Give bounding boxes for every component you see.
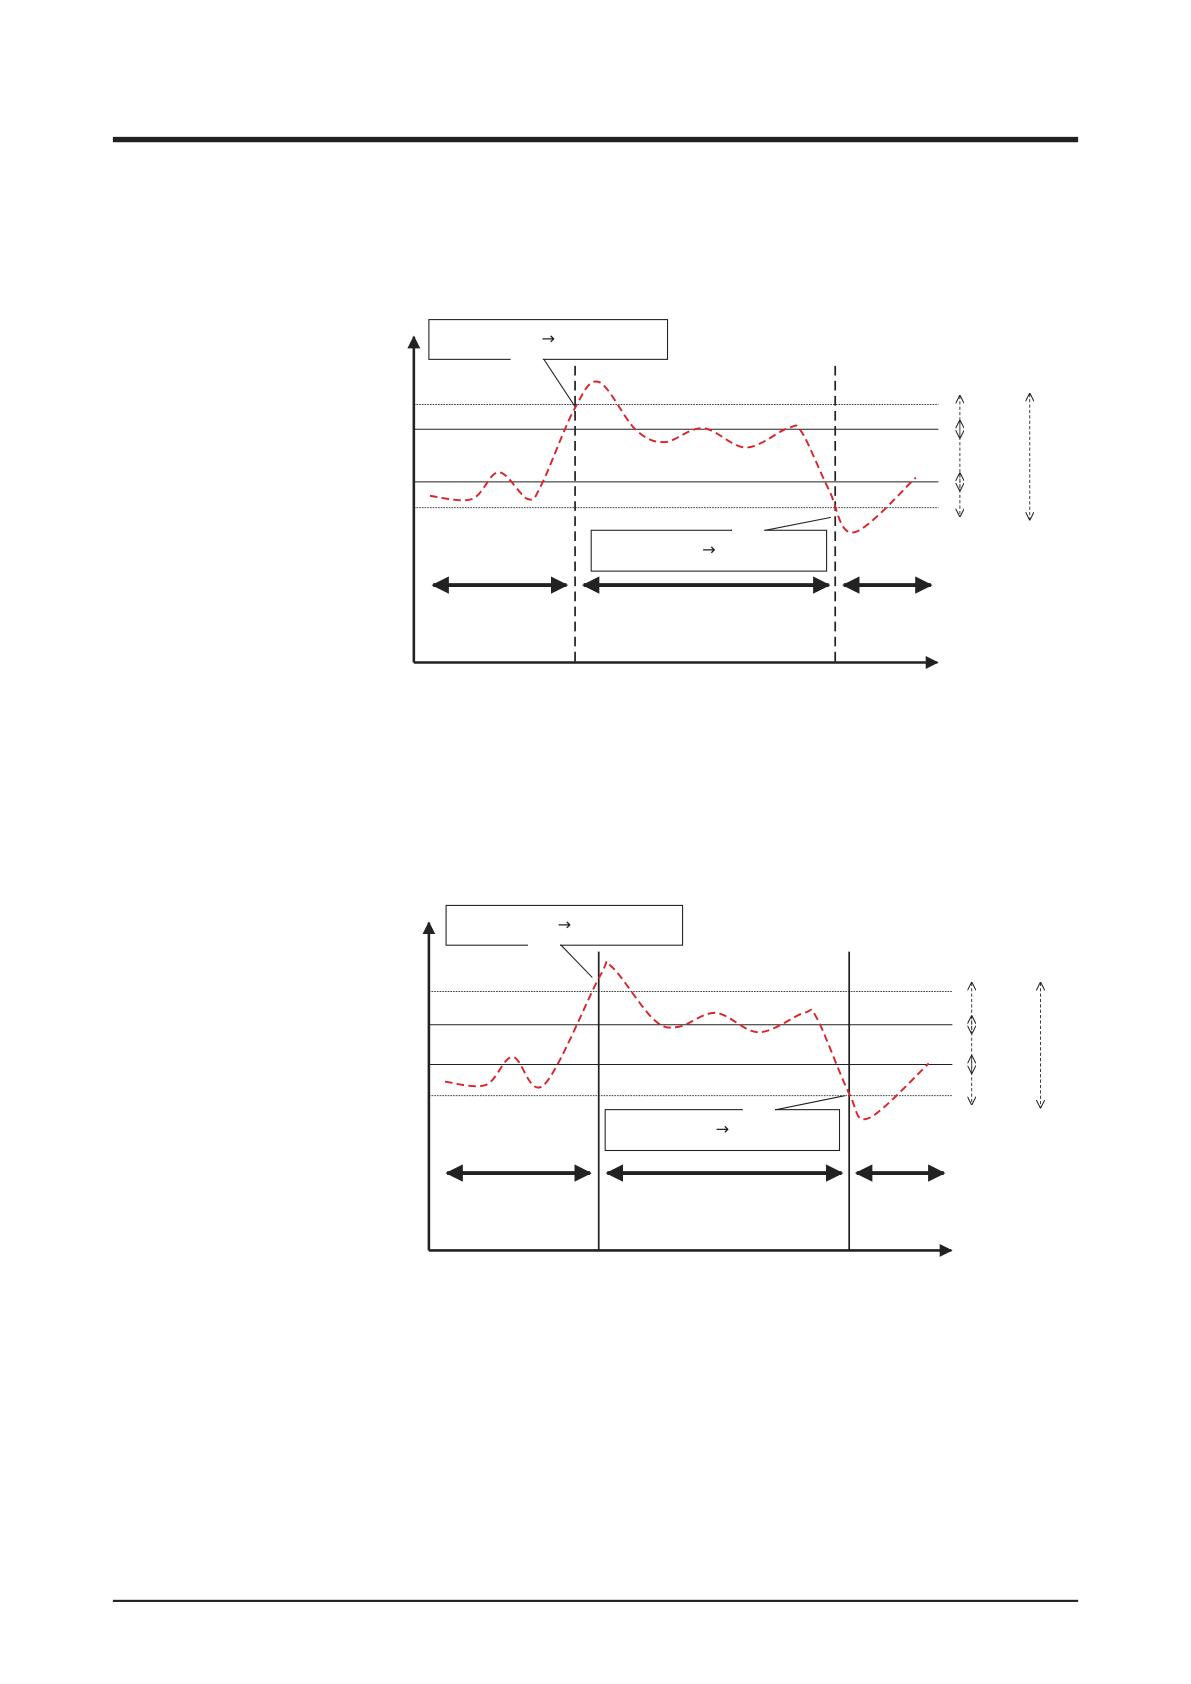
top-callout-pointer [509,358,576,407]
bottom-callout-text: → [702,540,716,559]
threshold-diagram-solid-boundaries: →→ [422,904,1041,1257]
top-callout-text: → [541,329,555,348]
signal-curve [429,380,917,534]
top-callout-pointer [526,944,593,978]
top-callout-box [428,319,669,360]
threshold-diagram-dashed-boundaries: →→ [407,319,1030,669]
top-callout-text: → [558,915,572,934]
bottom-callout-text: → [716,1120,730,1139]
top-callout-box [445,904,684,946]
bottom-callout-pointer [730,516,832,531]
bottom-callout-box [590,529,828,572]
top-callout: → [428,319,669,407]
header-rule [112,136,1079,143]
bottom-callout-pointer [741,1095,845,1111]
bottom-callout: → [604,1095,845,1152]
top-callout: → [445,904,684,978]
signal-curve [444,960,930,1121]
footer-rule [112,1599,1079,1602]
bottom-callout: → [590,516,832,572]
bottom-callout-box [604,1109,841,1152]
